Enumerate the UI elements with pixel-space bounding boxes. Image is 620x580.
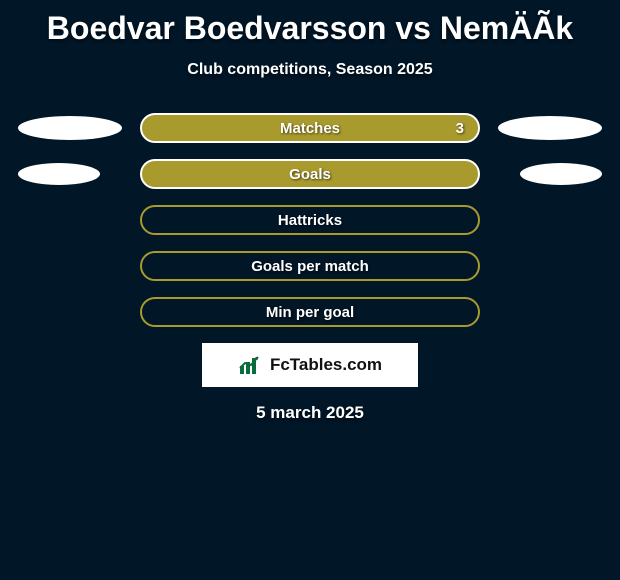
right-pill [520,163,602,185]
stat-label: Hattricks [278,212,342,229]
brand-chart-icon [238,354,264,376]
stat-label: Min per goal [266,304,354,321]
stat-label: Goals [289,166,331,183]
right-pill-slot [480,116,610,140]
stat-value-right: 3 [456,120,464,137]
stat-row: Min per goal [0,295,620,329]
right-pill [498,116,602,140]
date-line: 5 march 2025 [0,403,620,423]
stat-bar: Hattricks [140,205,480,235]
left-pill-slot [10,163,140,185]
brand-box: FcTables.com [202,343,418,387]
stat-bar: Goals per match [140,251,480,281]
stat-row: Goals [0,157,620,191]
stats-chart: Matches 3 Goals Hattricks [0,111,620,329]
left-pill [18,163,100,185]
stat-label: Matches [280,120,340,137]
stat-row: Hattricks [0,203,620,237]
brand-text: FcTables.com [270,355,382,375]
comparison-title: Boedvar Boedvarsson vs NemÄÃk [0,0,620,47]
stat-label: Goals per match [251,258,369,275]
left-pill-slot [10,116,140,140]
left-pill [18,116,122,140]
stat-bar: Min per goal [140,297,480,327]
stat-bar: Goals [140,159,480,189]
stat-row: Matches 3 [0,111,620,145]
comparison-subtitle: Club competitions, Season 2025 [0,61,620,79]
right-pill-slot [480,163,610,185]
stat-row: Goals per match [0,249,620,283]
stat-bar: Matches 3 [140,113,480,143]
